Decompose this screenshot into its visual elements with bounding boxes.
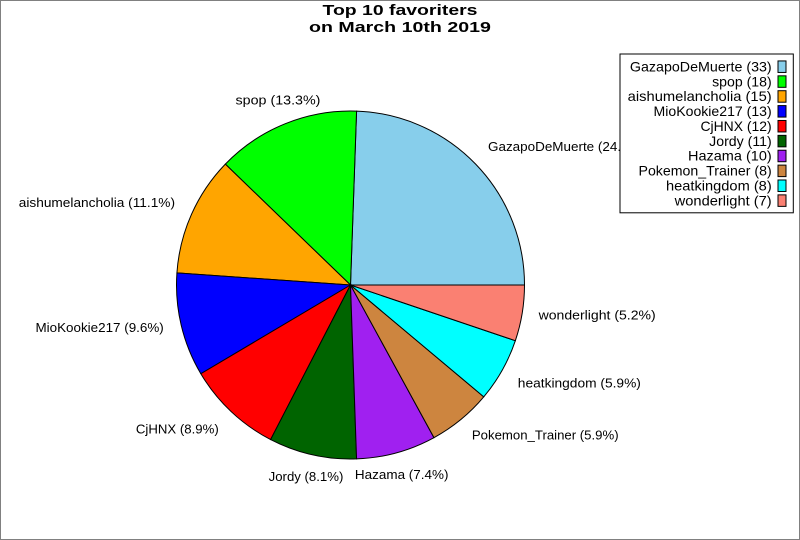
svg-text:Hazama (7.4%): Hazama (7.4%): [355, 467, 449, 482]
svg-text:MioKookie217 (13): MioKookie217 (13): [654, 103, 772, 119]
svg-text:GazapoDeMuerte (33): GazapoDeMuerte (33): [630, 58, 772, 74]
svg-text:aishumelancholia (15): aishumelancholia (15): [628, 88, 772, 104]
svg-text:wonderlight (7): wonderlight (7): [674, 192, 772, 208]
svg-text:GazapoDeMuerte (24.4%): GazapoDeMuerte (24.4%): [488, 139, 645, 154]
svg-text:wonderlight (5.2%): wonderlight (5.2%): [538, 308, 656, 323]
svg-text:spop (18): spop (18): [712, 73, 772, 89]
svg-text:Top 10 favoriters: Top 10 favoriters: [323, 3, 478, 19]
svg-text:Pokemon_Trainer (8): Pokemon_Trainer (8): [639, 163, 772, 179]
svg-text:Jordy (11): Jordy (11): [709, 133, 772, 149]
svg-text:heatkingdom (8): heatkingdom (8): [666, 177, 772, 193]
svg-text:aishumelancholia (11.1%): aishumelancholia (11.1%): [19, 195, 175, 210]
svg-text:CjHNX (12): CjHNX (12): [700, 118, 771, 134]
svg-text:on March 10th 2019: on March 10th 2019: [309, 20, 491, 36]
svg-text:Hazama (10): Hazama (10): [688, 148, 772, 164]
svg-text:spop (13.3%): spop (13.3%): [236, 92, 321, 107]
svg-text:Pokemon_Trainer (5.9%): Pokemon_Trainer (5.9%): [472, 428, 619, 443]
svg-text:heatkingdom (5.9%): heatkingdom (5.9%): [518, 376, 641, 391]
svg-text:MioKookie217 (9.6%): MioKookie217 (9.6%): [36, 320, 164, 335]
svg-text:Jordy (8.1%): Jordy (8.1%): [269, 469, 344, 484]
svg-text:CjHNX (8.9%): CjHNX (8.9%): [136, 421, 219, 436]
